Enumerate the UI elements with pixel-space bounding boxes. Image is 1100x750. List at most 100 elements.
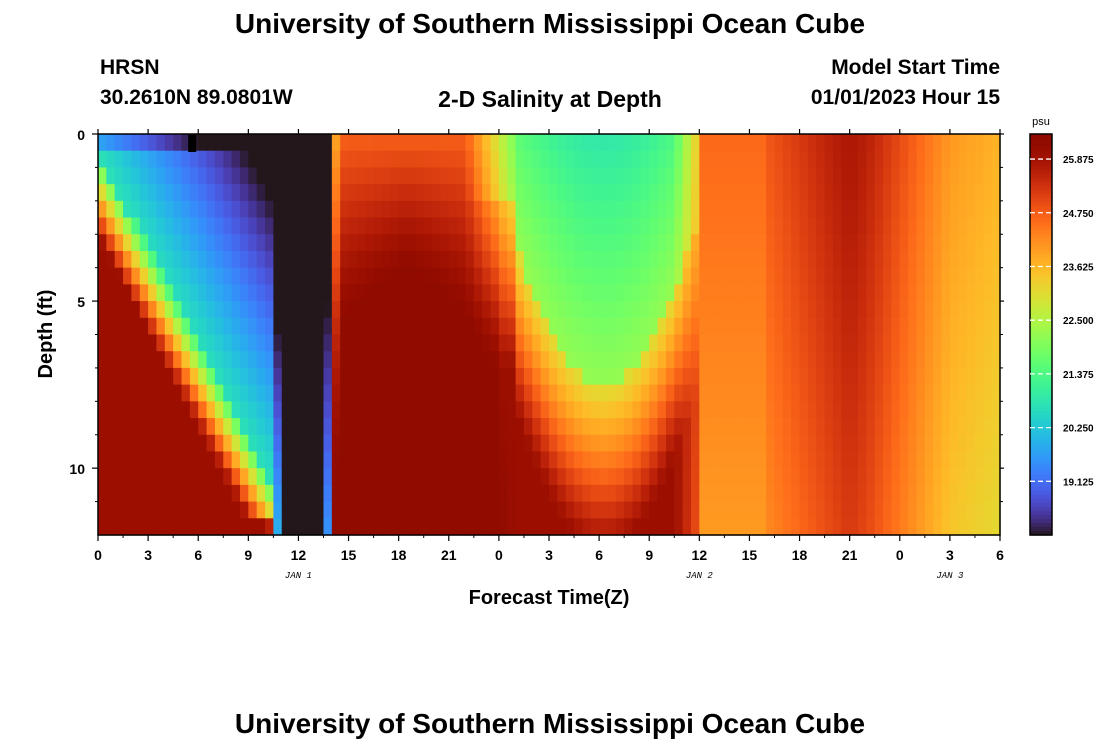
heatmap-cell bbox=[724, 334, 734, 352]
heatmap-cell bbox=[682, 351, 692, 369]
heatmap-cell bbox=[281, 434, 291, 453]
heatmap-cell bbox=[949, 334, 959, 352]
heatmap-cell bbox=[899, 217, 909, 235]
heatmap-cell bbox=[123, 434, 133, 453]
heatmap-cell bbox=[298, 267, 308, 285]
heatmap-cell bbox=[532, 451, 542, 469]
heatmap-cell bbox=[139, 434, 149, 453]
heatmap-cell bbox=[599, 150, 609, 169]
heatmap-cell bbox=[582, 217, 592, 235]
heatmap-cell bbox=[498, 484, 508, 503]
colorbar-tick-label: 20.250 bbox=[1063, 424, 1094, 435]
colorbar-segment bbox=[1030, 274, 1052, 279]
heatmap-cell bbox=[774, 518, 784, 536]
heatmap-cell bbox=[657, 468, 667, 486]
heatmap-cell bbox=[791, 351, 801, 369]
heatmap-cell bbox=[290, 317, 300, 336]
heatmap-cell bbox=[223, 334, 233, 352]
heatmap-cell bbox=[590, 451, 600, 469]
heatmap-cell bbox=[139, 301, 149, 319]
heatmap-cell bbox=[340, 351, 350, 369]
x-tick-label: 0 bbox=[94, 547, 102, 563]
heatmap-cell bbox=[716, 367, 725, 386]
heatmap-cell bbox=[949, 484, 959, 503]
heatmap-cell bbox=[365, 451, 375, 469]
heatmap-cell bbox=[958, 301, 968, 319]
heatmap-cell bbox=[724, 167, 734, 185]
heatmap-cell bbox=[507, 317, 517, 336]
heatmap-cell bbox=[298, 167, 308, 185]
heatmap-cell bbox=[331, 401, 341, 419]
heatmap-cell bbox=[716, 468, 725, 486]
heatmap-cell bbox=[214, 468, 224, 486]
heatmap-cell bbox=[732, 518, 742, 536]
heatmap-cell bbox=[365, 384, 375, 402]
heatmap-cell bbox=[306, 184, 316, 202]
heatmap-cell bbox=[123, 518, 133, 536]
colorbar-segment bbox=[1030, 382, 1052, 388]
heatmap-cell bbox=[615, 418, 625, 436]
heatmap-cell bbox=[757, 484, 767, 503]
heatmap-cell bbox=[248, 484, 258, 503]
heatmap-cell bbox=[423, 217, 433, 235]
heatmap-cell bbox=[624, 284, 634, 302]
heatmap-cell bbox=[398, 200, 408, 219]
heatmap-cell bbox=[265, 451, 274, 469]
heatmap-cell bbox=[924, 518, 934, 536]
heatmap-cell bbox=[958, 200, 968, 219]
heatmap-cell bbox=[173, 451, 183, 469]
heatmap-cell bbox=[682, 217, 692, 235]
heatmap-cell bbox=[791, 267, 801, 285]
heatmap-cell bbox=[298, 501, 308, 519]
heatmap-cell bbox=[824, 217, 834, 235]
heatmap-cell bbox=[749, 418, 759, 436]
heatmap-cell bbox=[832, 167, 842, 185]
heatmap-cell bbox=[966, 284, 976, 302]
heatmap-cell bbox=[482, 501, 492, 519]
heatmap-cell bbox=[198, 418, 208, 436]
heatmap-cell bbox=[189, 200, 199, 219]
heatmap-cell bbox=[540, 468, 550, 486]
heatmap-cell bbox=[824, 468, 834, 486]
heatmap-cell bbox=[549, 134, 558, 152]
heatmap-cell bbox=[473, 184, 483, 202]
heatmap-cell bbox=[924, 150, 934, 169]
heatmap-cell bbox=[440, 518, 450, 536]
heatmap-cell bbox=[398, 217, 408, 235]
heatmap-cell bbox=[365, 317, 375, 336]
heatmap-cell bbox=[473, 250, 483, 269]
colorbar-segment bbox=[1030, 242, 1052, 247]
heatmap-cell bbox=[98, 418, 107, 436]
heatmap-cell bbox=[131, 418, 141, 436]
heatmap-cell bbox=[381, 418, 391, 436]
colorbar-segment bbox=[1030, 414, 1052, 420]
colorbar-segment bbox=[1030, 306, 1052, 312]
heatmap-cell bbox=[766, 150, 776, 169]
heatmap-cell bbox=[832, 234, 842, 252]
heatmap-cell bbox=[331, 334, 341, 352]
heatmap-cell bbox=[498, 267, 508, 285]
heatmap-cell bbox=[549, 167, 558, 185]
heatmap-cell bbox=[214, 250, 224, 269]
heatmap-cell bbox=[824, 484, 834, 503]
heatmap-cell bbox=[991, 200, 1001, 219]
heatmap-cell bbox=[239, 200, 249, 219]
heatmap-cell bbox=[123, 134, 133, 152]
heatmap-cell bbox=[323, 184, 333, 202]
heatmap-cell bbox=[432, 451, 442, 469]
heatmap-cell bbox=[423, 267, 433, 285]
heatmap-cell bbox=[649, 167, 659, 185]
heatmap-cell bbox=[123, 250, 133, 269]
heatmap-cell bbox=[615, 234, 625, 252]
heatmap-cell bbox=[565, 217, 575, 235]
heatmap-cell bbox=[407, 150, 416, 169]
colorbar-segment bbox=[1030, 518, 1052, 524]
heatmap-cell bbox=[340, 334, 350, 352]
heatmap-cell bbox=[365, 434, 375, 453]
heatmap-cell bbox=[373, 167, 383, 185]
heatmap-cell bbox=[515, 434, 525, 453]
heatmap-cell bbox=[991, 367, 1001, 386]
heatmap-cell bbox=[649, 317, 659, 336]
heatmap-cell bbox=[164, 334, 174, 352]
heatmap-cell bbox=[707, 401, 717, 419]
